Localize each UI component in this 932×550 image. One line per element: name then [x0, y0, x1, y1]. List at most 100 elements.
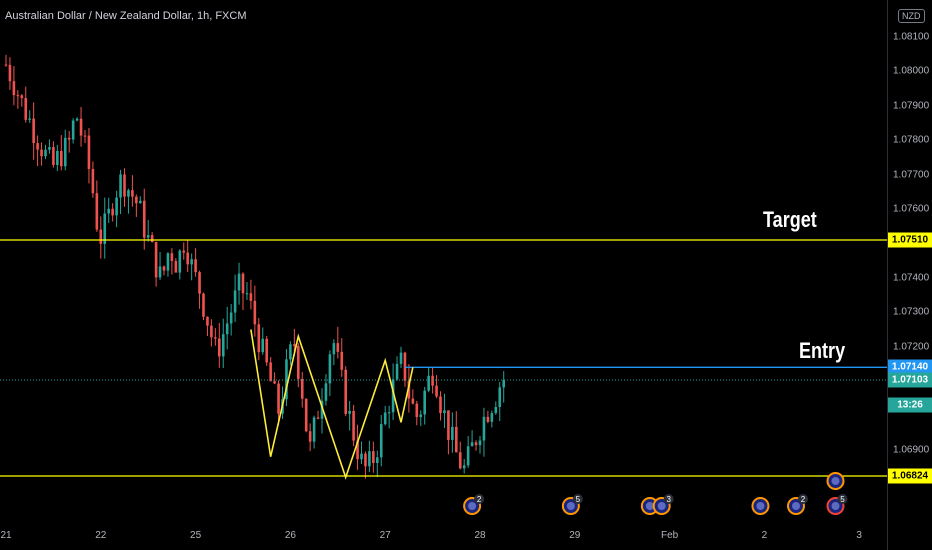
candle-body — [40, 149, 43, 157]
candle-body — [225, 323, 229, 335]
candle-body — [352, 410, 355, 441]
candle-body — [439, 396, 442, 414]
candle-body — [186, 252, 189, 265]
candle-body — [486, 416, 490, 422]
event-flag-inner-icon — [468, 502, 477, 510]
candle-body — [142, 200, 146, 238]
candle-body — [455, 426, 458, 453]
price-tick-label: 1.07300 — [893, 306, 930, 318]
time-tick-label: 28 — [474, 530, 486, 541]
event-marker[interactable] — [751, 497, 770, 515]
candle-body — [360, 453, 363, 460]
candle-body — [328, 354, 332, 384]
price-tick-label: 1.07200 — [893, 341, 930, 353]
candle-body — [368, 451, 371, 467]
candle-body — [158, 266, 162, 278]
price-tick-label: 1.07700 — [893, 169, 930, 181]
candle-body — [60, 151, 63, 167]
candle-body — [198, 272, 201, 294]
event-marker[interactable]: 2 — [463, 494, 485, 515]
candle-body — [316, 417, 320, 419]
candle-body — [233, 290, 237, 313]
candle-body — [336, 343, 340, 352]
candle-body — [146, 235, 150, 238]
candle-body — [139, 200, 142, 204]
candle-body — [214, 337, 217, 339]
candle-body — [320, 400, 324, 419]
candle-body — [498, 387, 502, 408]
candle-body — [52, 147, 55, 165]
event-count-badge — [663, 494, 674, 504]
price-tag: 1.06824 — [888, 468, 932, 484]
candle-body — [269, 362, 272, 382]
candle-body — [221, 334, 225, 357]
candle-body — [4, 64, 8, 66]
candle-body — [435, 385, 438, 397]
candle-body — [245, 293, 249, 295]
candle-body — [229, 312, 233, 324]
candle-body — [249, 293, 253, 301]
event-flag-inner-icon — [831, 502, 840, 510]
candle-body — [391, 379, 395, 413]
event-flag-inner-icon — [645, 502, 654, 510]
candle-body — [431, 375, 434, 386]
candle-body — [407, 380, 411, 399]
event-marker[interactable]: 5 — [826, 494, 848, 515]
candle-body — [182, 250, 186, 253]
event-marker[interactable]: 3 — [652, 494, 674, 515]
price-axis[interactable] — [887, 0, 932, 550]
candle-body — [107, 208, 110, 214]
event-flag-inner-icon — [566, 502, 575, 510]
candle-body — [395, 363, 399, 380]
event-count: 5 — [576, 495, 581, 504]
candle-body — [218, 338, 221, 357]
time-tick-label: Feb — [660, 530, 679, 541]
candle-body — [16, 95, 20, 97]
event-count-badge — [798, 494, 808, 504]
candle-body — [83, 135, 87, 137]
candle-body — [119, 174, 122, 198]
candle-body — [297, 345, 300, 379]
candle-body — [490, 413, 494, 422]
candle-body — [135, 196, 138, 204]
candle-body — [95, 193, 99, 230]
time-tick-label: 26 — [284, 530, 296, 541]
time-tick-label: 25 — [190, 530, 202, 541]
candle-body — [478, 440, 482, 446]
currency-badge[interactable]: NZD — [898, 9, 925, 23]
candle-body — [379, 424, 383, 458]
candle-body — [79, 118, 83, 136]
candle-body — [474, 442, 478, 446]
price-tick-label: 1.08100 — [893, 31, 930, 43]
price-tag: 1.07103 — [888, 372, 932, 388]
candle-body — [87, 135, 91, 170]
event-marker[interactable]: 5 — [561, 494, 583, 515]
symbol-title: Australian Dollar / New Zealand Dollar, … — [5, 10, 247, 22]
candle-body — [237, 273, 241, 291]
candle-body — [56, 151, 59, 165]
candle-body — [127, 190, 130, 197]
event-flag-inner-icon — [792, 502, 800, 510]
candle-body — [111, 208, 114, 216]
price-tag: 1.07140 — [888, 359, 932, 375]
candle-body — [253, 300, 257, 325]
candle-body — [32, 118, 35, 144]
candle-body — [447, 410, 450, 440]
event-count: 5 — [840, 495, 845, 504]
time-tick-label: 29 — [569, 530, 581, 541]
time-tick-label: 21 — [0, 530, 12, 541]
candle-body — [458, 452, 462, 469]
time-tick-label: 27 — [379, 530, 391, 541]
candle-body — [162, 266, 166, 271]
candle-body — [423, 390, 426, 415]
event-flag-inner-icon — [756, 502, 765, 510]
event-marker[interactable] — [826, 472, 845, 490]
candle-body — [174, 260, 178, 273]
candle-body — [273, 381, 276, 384]
event-marker[interactable]: 2 — [787, 494, 808, 515]
candle-body — [332, 343, 336, 355]
candle-body — [131, 190, 134, 197]
candle-body — [289, 344, 292, 360]
time-tick-label: 22 — [95, 530, 107, 541]
